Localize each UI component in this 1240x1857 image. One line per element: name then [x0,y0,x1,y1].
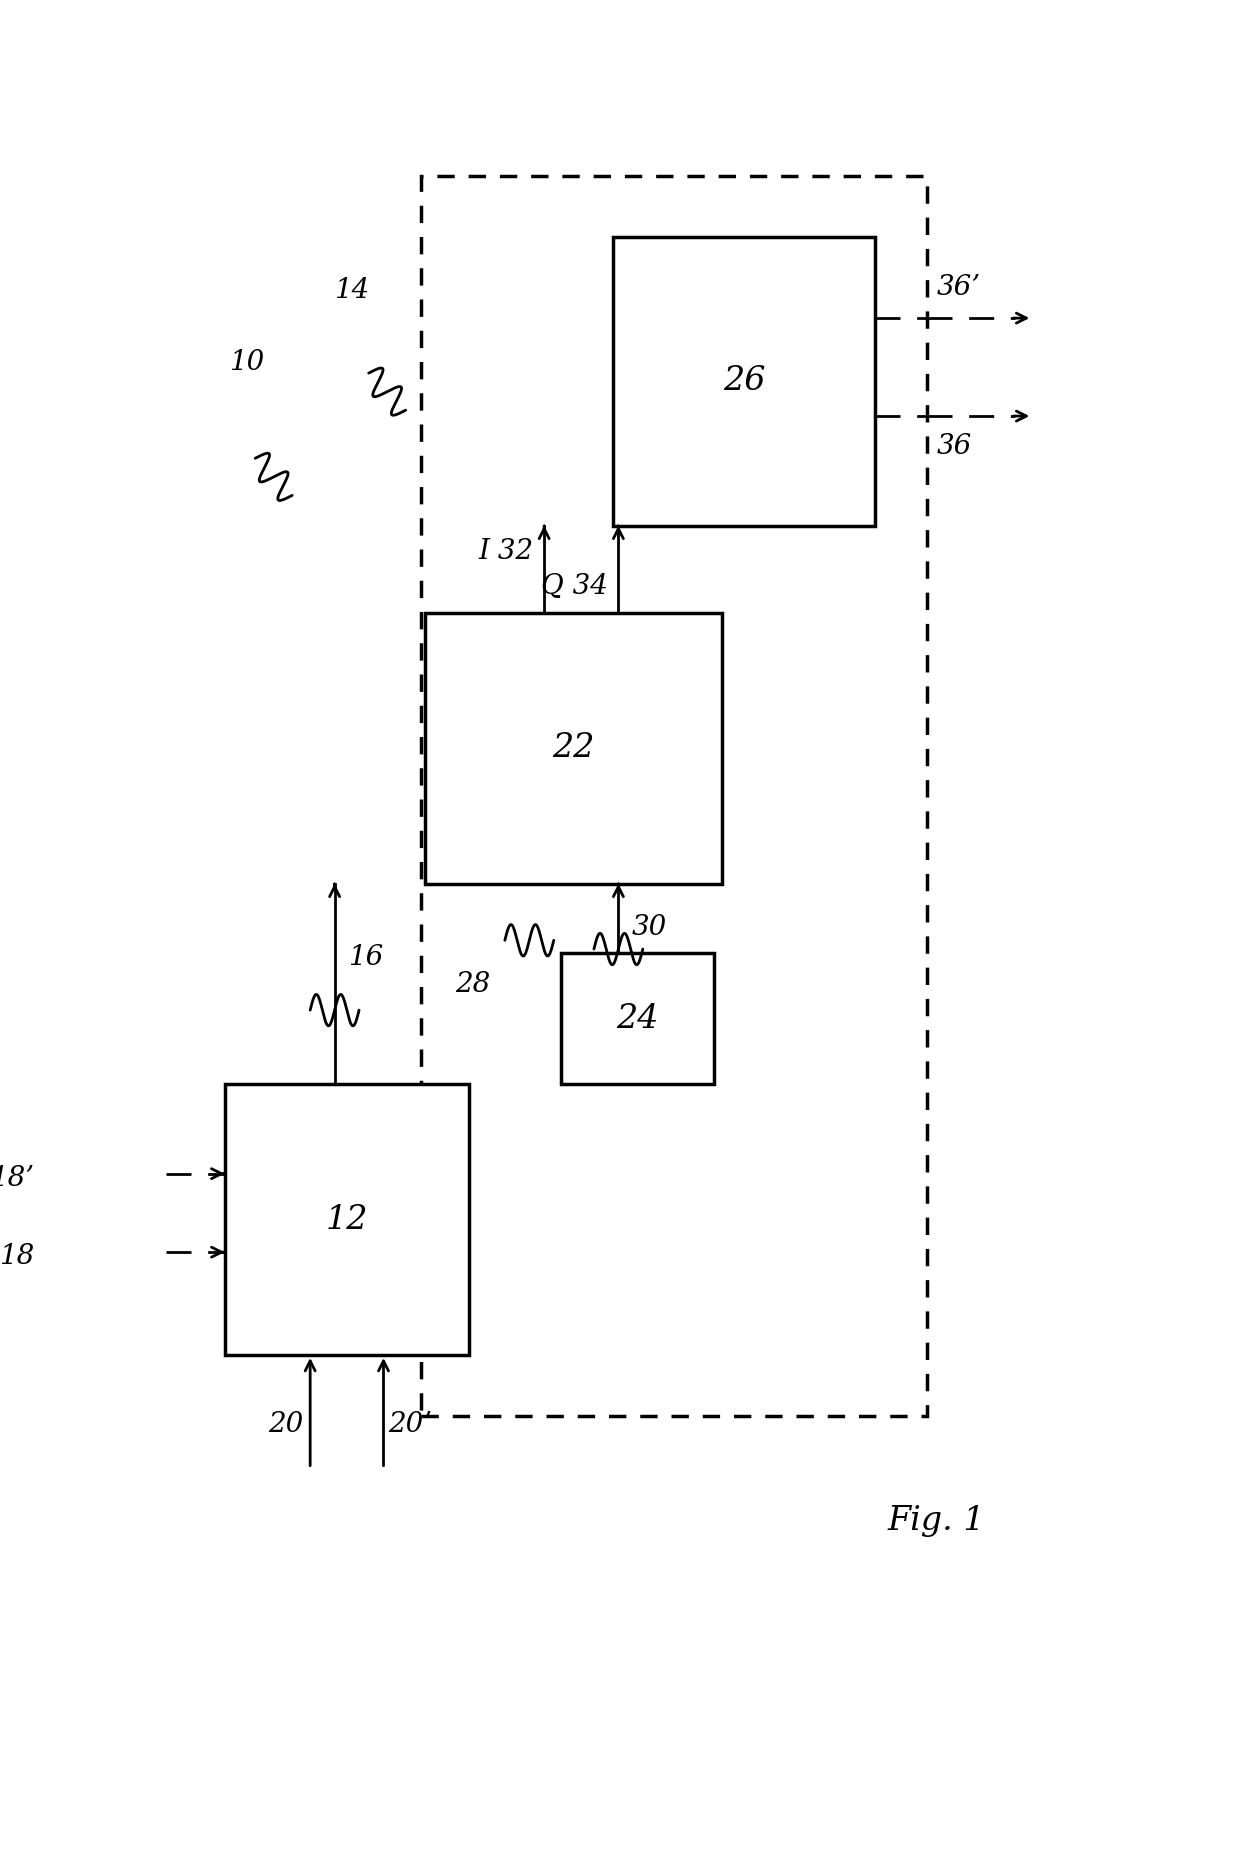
Text: 10: 10 [229,349,264,375]
Text: 16: 16 [347,943,383,971]
Text: Fig. 1: Fig. 1 [888,1504,985,1538]
Text: Q 34: Q 34 [541,574,608,600]
Text: 18: 18 [0,1242,35,1270]
Text: 26: 26 [723,366,765,397]
Bar [560,953,713,1084]
Text: 36’: 36’ [936,275,981,301]
Text: 14: 14 [334,277,368,305]
Text: 36: 36 [936,433,971,461]
Text: 30: 30 [631,914,667,941]
Text: 22: 22 [553,732,595,765]
Text: 24: 24 [616,1003,658,1034]
Bar [613,238,875,526]
Text: 28: 28 [455,971,490,997]
Text: 12: 12 [326,1203,368,1235]
Text: 18’: 18’ [0,1164,35,1192]
Bar [422,176,928,1417]
Bar [425,613,722,884]
Text: I 32: I 32 [479,539,533,565]
Bar [224,1084,469,1356]
Text: 20: 20 [268,1411,303,1439]
Text: 20’: 20’ [388,1411,432,1439]
